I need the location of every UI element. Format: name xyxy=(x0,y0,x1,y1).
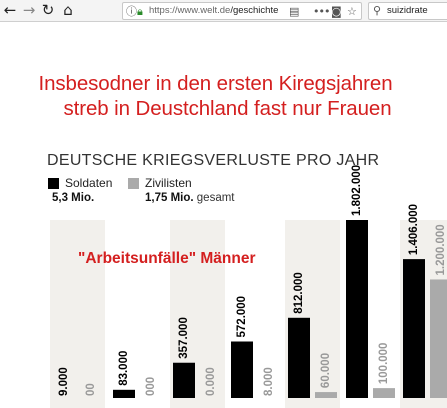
url-host: https://www.welt.de xyxy=(149,5,231,16)
pocket-icon[interactable]: ◙ xyxy=(331,5,342,18)
bar-label-zivilisten: 8.000 xyxy=(263,367,275,396)
bar-zivilisten xyxy=(373,388,395,398)
url-path: /geschichte xyxy=(230,5,279,16)
legend-swatch-zivilisten xyxy=(128,178,139,189)
url-bar[interactable]: ⓘ 🔒︎ https://www.welt.de/geschichte ▤ ••… xyxy=(122,2,362,20)
bar-soldaten xyxy=(113,389,135,398)
legend-total-zivilisten: 1,75 Mio. gesamt xyxy=(145,192,235,204)
bookmark-star-icon[interactable]: ☆ xyxy=(347,5,357,18)
bar-label-zivilisten: 00 xyxy=(85,383,97,396)
bar-soldaten xyxy=(288,317,310,398)
bar-soldaten xyxy=(231,341,253,398)
reader-icon[interactable]: ▤ xyxy=(289,5,300,18)
bar-label-soldaten: 9.000 xyxy=(58,367,70,396)
headline-line-1: Insbesodner in den ersten Kiregsjahren xyxy=(38,72,393,95)
browser-toolbar: ← → ↻ ⌂ ⓘ 🔒︎ https://www.welt.de/geschic… xyxy=(0,0,447,22)
chart-background-band xyxy=(50,220,105,408)
legend-total-suffix: gesamt xyxy=(196,192,235,204)
search-input[interactable]: suizidrate xyxy=(387,5,428,16)
url-text[interactable]: https://www.welt.de/geschichte xyxy=(149,3,309,19)
legend-total-zivilisten-value: 1,75 Mio. xyxy=(145,192,194,204)
legend-label-zivilisten: Zivilisten xyxy=(145,176,192,190)
bar-label-soldaten: 83.000 xyxy=(118,351,130,386)
bar-label-zivilisten: 0.000 xyxy=(205,367,217,396)
bar-label-soldaten: 572.000 xyxy=(236,296,248,338)
search-icon: ⚲ xyxy=(373,4,382,17)
bar-soldaten xyxy=(173,362,195,398)
legend-swatch-soldaten xyxy=(48,178,59,189)
bar-soldaten xyxy=(403,259,425,398)
bar-label-soldaten: 357.000 xyxy=(178,317,190,359)
legend-total-soldaten-value: 5,3 Mio. xyxy=(52,192,95,204)
reload-icon[interactable]: ↻ xyxy=(41,1,55,19)
bar-label-zivilisten: 100.000 xyxy=(378,343,390,385)
bar-zivilisten xyxy=(315,392,337,398)
bar-label-soldaten: 812.000 xyxy=(293,272,305,314)
legend-total-soldaten: 5,3 Mio. xyxy=(52,192,94,204)
more-icon[interactable]: ••• xyxy=(313,5,330,18)
home-icon[interactable]: ⌂ xyxy=(63,1,73,19)
search-box[interactable]: ⚲ suizidrate xyxy=(368,2,447,20)
bar-label-zivilisten: 1.200.000 xyxy=(435,224,447,275)
lock-icon[interactable]: 🔒︎ xyxy=(137,5,143,18)
headline-line-2: streb in Deustchland fast nur Frauen xyxy=(63,97,392,120)
bar-label-zivilisten: 000 xyxy=(145,377,157,396)
back-icon[interactable]: ← xyxy=(3,1,17,19)
bar-label-soldaten: 1.802.000 xyxy=(351,165,363,216)
bar-label-soldaten: 1.406.000 xyxy=(408,204,420,255)
forward-icon[interactable]: → xyxy=(22,1,36,19)
info-icon[interactable]: ⓘ xyxy=(126,5,137,18)
legend-label-soldaten: Soldaten xyxy=(65,176,113,190)
bar-soldaten xyxy=(346,220,368,398)
bar-label-zivilisten: 60.000 xyxy=(320,353,332,388)
chart-annotation: "Arbeitsunfälle" Männer xyxy=(78,250,256,267)
bar-zivilisten xyxy=(430,279,447,398)
chart-title: DEUTSCHE KRIEGSVERLUSTE PRO JAHR xyxy=(47,152,380,169)
